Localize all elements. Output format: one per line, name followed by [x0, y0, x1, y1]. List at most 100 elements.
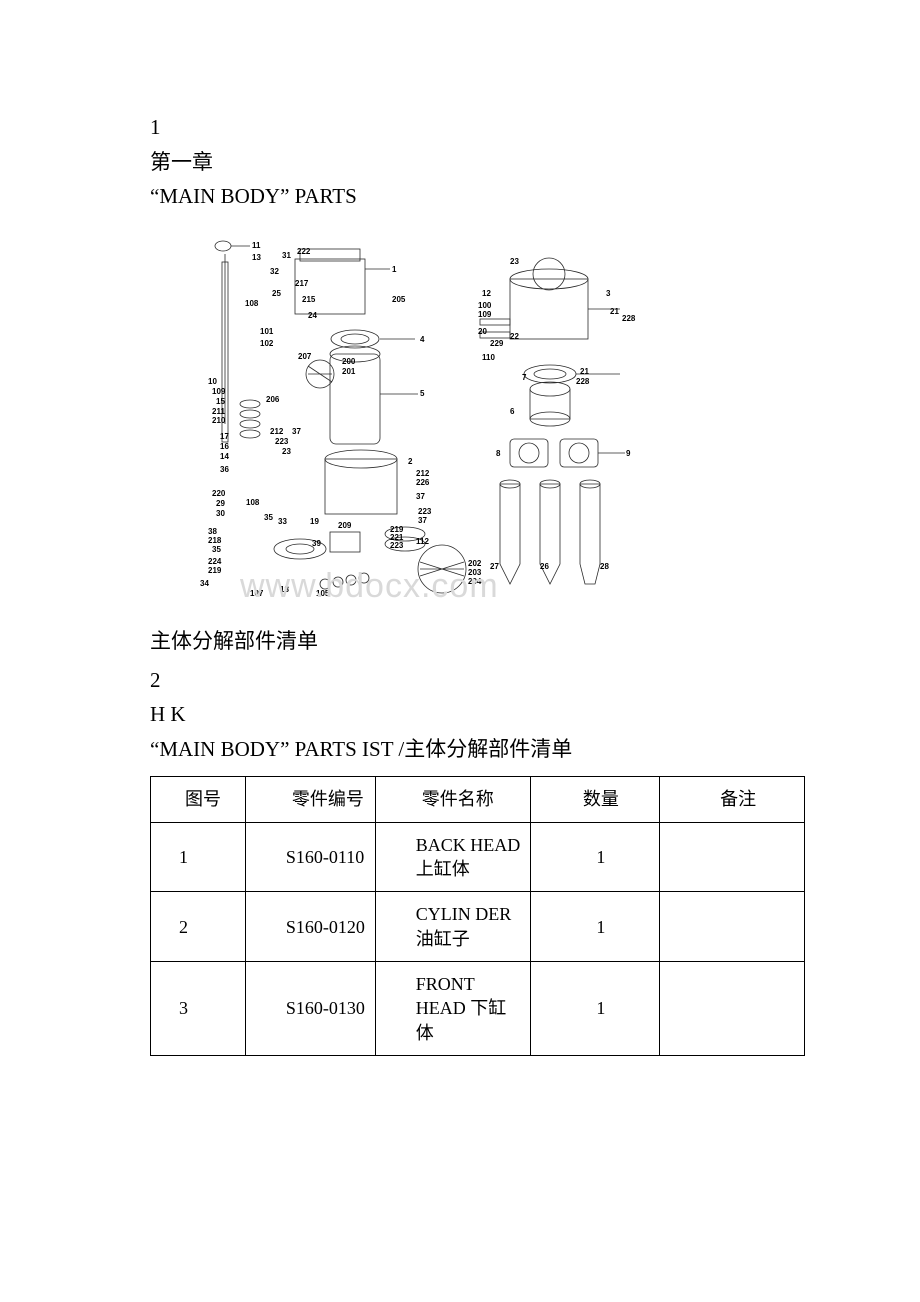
svg-text:31: 31 — [282, 251, 291, 260]
svg-text:28: 28 — [600, 562, 609, 571]
svg-text:23: 23 — [510, 257, 519, 266]
diagram-caption-cn: 主体分解部件清单 — [150, 624, 810, 659]
svg-text:108: 108 — [246, 498, 260, 507]
svg-text:110: 110 — [482, 353, 495, 362]
svg-text:223: 223 — [275, 437, 289, 446]
svg-text:222: 222 — [297, 247, 311, 256]
cell-qty: 1 — [530, 961, 660, 1055]
cell-fig: 1 — [151, 822, 246, 892]
svg-text:9: 9 — [626, 449, 631, 458]
cell-qty: 1 — [530, 822, 660, 892]
svg-text:39: 39 — [312, 539, 321, 548]
svg-text:16: 16 — [220, 442, 229, 451]
svg-text:200: 200 — [342, 357, 356, 366]
svg-text:224: 224 — [208, 557, 222, 566]
svg-text:206: 206 — [266, 395, 280, 404]
svg-text:6: 6 — [510, 407, 515, 416]
svg-text:37: 37 — [292, 427, 301, 436]
col-qty: 数量 — [530, 777, 660, 822]
col-fig: 图号 — [151, 777, 246, 822]
svg-text:30: 30 — [216, 509, 225, 518]
svg-text:21: 21 — [610, 307, 619, 316]
svg-text:35: 35 — [264, 513, 273, 522]
svg-text:23: 23 — [282, 447, 291, 456]
cell-remark — [660, 822, 805, 892]
cell-partno: S160-0110 — [245, 822, 375, 892]
svg-text:207: 207 — [298, 352, 312, 361]
svg-text:22: 22 — [510, 332, 519, 341]
svg-text:217: 217 — [295, 279, 309, 288]
svg-text:102: 102 — [260, 339, 274, 348]
cell-qty: 1 — [530, 892, 660, 962]
table-row: 3 S160-0130 FRONT HEAD 下缸体 1 — [151, 961, 805, 1055]
svg-text:229: 229 — [490, 339, 504, 348]
svg-text:220: 220 — [212, 489, 226, 498]
section-heading: “MAIN BODY” PARTS IST /主体分解部件清单 — [150, 732, 810, 767]
svg-text:212: 212 — [270, 427, 284, 436]
col-remark: 备注 — [660, 777, 805, 822]
svg-text:14: 14 — [220, 452, 229, 461]
svg-text:212: 212 — [416, 469, 430, 478]
svg-text:13: 13 — [252, 253, 261, 262]
svg-text:202: 202 — [468, 559, 482, 568]
svg-text:215: 215 — [302, 295, 316, 304]
svg-text:33: 33 — [278, 517, 287, 526]
svg-text:29: 29 — [216, 499, 225, 508]
cell-partno: S160-0120 — [245, 892, 375, 962]
exploded-diagram-svg: 11 13 31222 32 1 217 25 215 205 108 24 4… — [180, 224, 680, 614]
chapter-heading-en: “MAIN BODY” PARTS — [150, 179, 810, 214]
svg-text:24: 24 — [308, 311, 317, 320]
svg-text:38: 38 — [208, 527, 217, 536]
cell-name: BACK HEAD 上缸体 — [375, 822, 530, 892]
svg-text:18: 18 — [280, 585, 289, 594]
svg-text:228: 228 — [622, 314, 636, 323]
svg-text:34: 34 — [200, 579, 209, 588]
svg-text:1: 1 — [392, 265, 397, 274]
svg-text:17: 17 — [220, 432, 229, 441]
page-number: 1 — [150, 110, 810, 145]
svg-text:26: 26 — [540, 562, 549, 571]
svg-text:12: 12 — [482, 289, 491, 298]
svg-text:37: 37 — [418, 516, 427, 525]
chapter-heading-cn: 第一章 — [150, 145, 810, 180]
svg-text:107: 107 — [250, 589, 264, 598]
svg-text:4: 4 — [420, 335, 425, 344]
col-partno: 零件编号 — [245, 777, 375, 822]
cell-name: CYLIN DER 油缸子 — [375, 892, 530, 962]
svg-text:218: 218 — [208, 536, 222, 545]
svg-text:5: 5 — [420, 389, 425, 398]
svg-text:101: 101 — [260, 327, 274, 336]
svg-text:8: 8 — [496, 449, 501, 458]
svg-text:32: 32 — [270, 267, 279, 276]
svg-text:203: 203 — [468, 568, 482, 577]
section-number: 2 — [150, 663, 810, 698]
svg-text:7: 7 — [522, 373, 527, 382]
col-name: 零件名称 — [375, 777, 530, 822]
svg-text:210: 210 — [212, 416, 226, 425]
svg-text:10: 10 — [208, 377, 217, 386]
cell-name: FRONT HEAD 下缸体 — [375, 961, 530, 1055]
svg-text:201: 201 — [342, 367, 356, 376]
svg-text:223: 223 — [418, 507, 432, 516]
svg-text:37: 37 — [416, 492, 425, 501]
svg-text:228: 228 — [576, 377, 590, 386]
cell-fig: 2 — [151, 892, 246, 962]
table-row: 2 S160-0120 CYLIN DER 油缸子 1 — [151, 892, 805, 962]
svg-text:209: 209 — [338, 521, 352, 530]
svg-text:27: 27 — [490, 562, 499, 571]
svg-text:25: 25 — [272, 289, 281, 298]
svg-text:219: 219 — [208, 566, 222, 575]
svg-text:105: 105 — [316, 589, 330, 598]
cell-fig: 3 — [151, 961, 246, 1055]
svg-text:109: 109 — [212, 387, 226, 396]
svg-text:36: 36 — [220, 465, 229, 474]
svg-text:20: 20 — [478, 327, 487, 336]
svg-text:211: 211 — [212, 407, 225, 416]
svg-text:223: 223 — [390, 541, 404, 550]
cell-remark — [660, 892, 805, 962]
table-header-row: 图号 零件编号 零件名称 数量 备注 — [151, 777, 805, 822]
svg-text:21: 21 — [580, 367, 589, 376]
svg-text:100: 100 — [478, 301, 492, 310]
parts-table: 图号 零件编号 零件名称 数量 备注 1 S160-0110 BACK HEAD… — [150, 776, 805, 1055]
table-row: 1 S160-0110 BACK HEAD 上缸体 1 — [151, 822, 805, 892]
